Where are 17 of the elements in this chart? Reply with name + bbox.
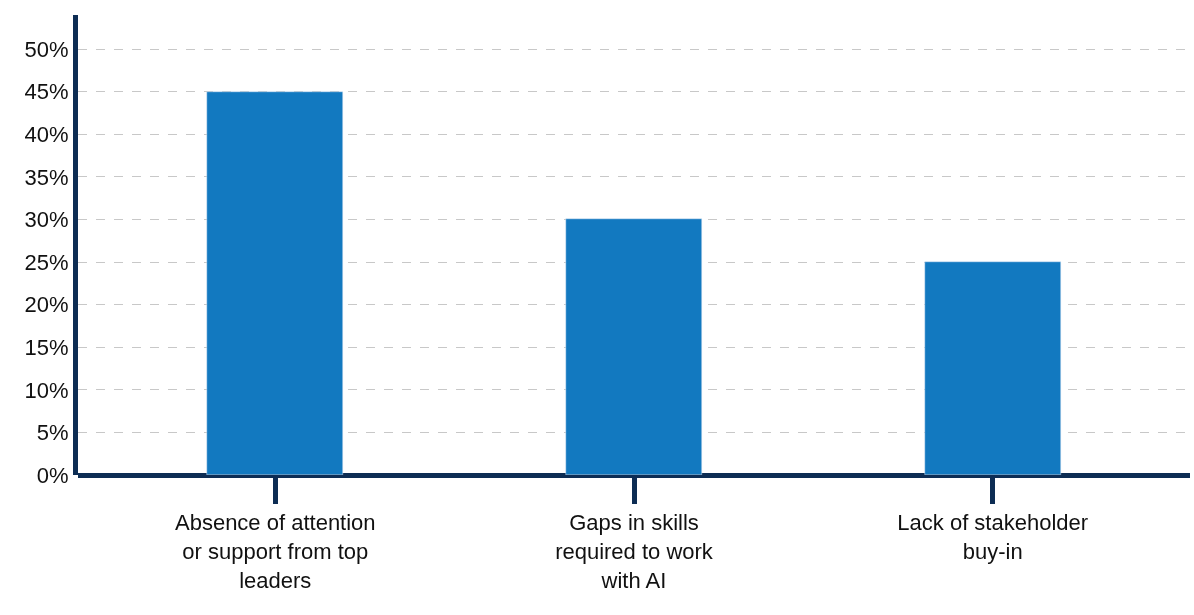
y-tick-label: 15% bbox=[24, 334, 69, 360]
y-tick-label: 50% bbox=[24, 36, 69, 62]
bar bbox=[924, 261, 1061, 475]
y-tick-label: 0% bbox=[36, 462, 69, 488]
bar bbox=[206, 91, 343, 475]
x-tick-label: Lack of stakeholder buy-in bbox=[897, 510, 1089, 564]
x-tick-label: Absence of attention or support from top leaders bbox=[174, 510, 376, 593]
bar bbox=[565, 218, 702, 475]
y-tick-label: 45% bbox=[24, 79, 69, 105]
y-tick-label: 5% bbox=[36, 420, 69, 446]
y-tick-label: 40% bbox=[24, 121, 69, 147]
y-tick-label: 10% bbox=[24, 377, 69, 403]
y-tick-label: 30% bbox=[24, 207, 69, 233]
y-tick-label: 20% bbox=[24, 292, 69, 318]
x-tick-label: Gaps in skills required to work with AI bbox=[555, 510, 714, 593]
y-tick-label: 25% bbox=[24, 249, 69, 275]
y-tick-label: 35% bbox=[24, 164, 69, 190]
